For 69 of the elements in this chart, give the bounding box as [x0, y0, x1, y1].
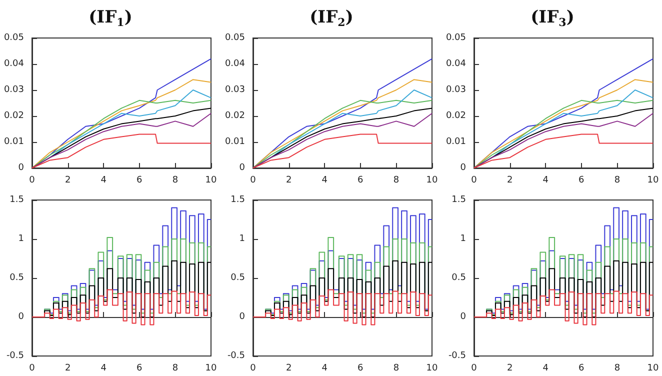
y-tick-label: 0.04: [224, 59, 246, 69]
y-tick-label: 1: [18, 234, 24, 244]
y-tick-label: 0.02: [446, 111, 466, 121]
x-tick-label: 2: [286, 364, 292, 374]
x-tick-label: 10: [205, 364, 217, 374]
x-tick-label: 2: [506, 176, 513, 186]
y-tick-label: 1: [460, 234, 466, 244]
x-tick-label: 8: [393, 364, 400, 374]
x-tick-label: 6: [136, 364, 143, 374]
x-tick-label: 4: [322, 176, 328, 186]
y-tick-label: 0: [18, 312, 24, 322]
y-tick-label: 0.5: [452, 273, 466, 283]
y-tick-label: 0.01: [4, 137, 24, 147]
x-tick-label: 4: [322, 364, 328, 374]
x-tick-label: 0: [29, 176, 36, 186]
y-tick-label: -0.5: [6, 351, 24, 361]
y-tick-label: 1.5: [10, 195, 24, 205]
x-tick-label: 0: [471, 364, 478, 374]
x-tick-label: 8: [172, 176, 178, 186]
x-tick-label: 10: [205, 176, 217, 186]
x-tick-label: 4: [100, 364, 107, 374]
x-tick-label: 10: [647, 364, 659, 374]
y-tick-label: 0.05: [224, 33, 245, 43]
x-tick-label: 4: [542, 364, 549, 374]
x-tick-label: 6: [358, 364, 364, 374]
x-tick-label: 0: [250, 364, 256, 374]
x-tick-label: 8: [172, 364, 178, 374]
x-tick-label: 6: [136, 176, 143, 186]
x-tick-label: 4: [542, 176, 549, 186]
y-tick-label: 1.5: [452, 195, 466, 205]
y-tick-label: 0.03: [446, 85, 466, 95]
y-tick-label: 0: [460, 163, 466, 173]
y-tick-label: 0.03: [4, 85, 24, 95]
x-tick-label: 0: [29, 364, 36, 374]
y-tick-label: 1: [239, 234, 245, 244]
x-tick-label: 8: [614, 176, 620, 186]
y-tick-label: 0.02: [224, 111, 245, 121]
x-tick-label: 2: [64, 364, 71, 374]
y-tick-label: 0.01: [446, 137, 466, 147]
y-tick-label: 0.03: [224, 85, 245, 95]
y-tick-label: 1.5: [230, 195, 245, 205]
x-tick-label: 2: [506, 364, 513, 374]
y-tick-label: 0: [239, 163, 246, 173]
x-tick-label: 10: [426, 364, 438, 374]
x-tick-label: 0: [471, 176, 478, 186]
y-tick-label: 0.02: [4, 111, 24, 121]
x-tick-label: 2: [64, 176, 71, 186]
y-tick-label: 0.04: [446, 59, 466, 69]
y-tick-label: 0.5: [230, 273, 245, 283]
x-tick-label: 0: [250, 176, 256, 186]
y-tick-label: 0.05: [4, 33, 24, 43]
y-tick-label: -0.5: [448, 351, 466, 361]
x-tick-label: 8: [393, 176, 400, 186]
y-tick-label: -0.5: [227, 351, 245, 361]
x-tick-label: 10: [647, 176, 659, 186]
x-tick-label: 6: [578, 364, 585, 374]
x-tick-label: 4: [100, 176, 107, 186]
y-tick-label: 0: [18, 163, 24, 173]
x-tick-label: 10: [426, 176, 438, 186]
y-tick-label: 0.01: [224, 137, 245, 147]
y-tick-label: 0.04: [4, 59, 24, 69]
y-tick-label: 0: [460, 312, 466, 322]
x-tick-label: 2: [286, 176, 292, 186]
y-tick-label: 0: [239, 312, 246, 322]
x-tick-label: 8: [614, 364, 620, 374]
y-tick-label: 0.05: [446, 33, 466, 43]
y-tick-label: 0.5: [10, 273, 24, 283]
x-tick-label: 6: [358, 176, 364, 186]
x-tick-label: 6: [578, 176, 585, 186]
